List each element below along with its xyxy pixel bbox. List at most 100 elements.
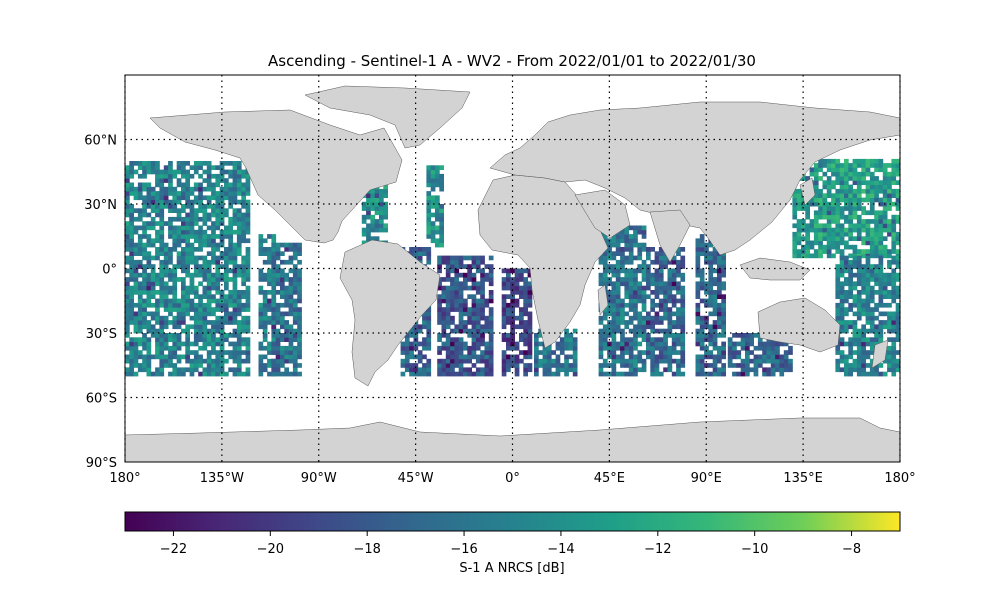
nrcs-cell [129,337,135,342]
nrcs-cell [137,242,143,248]
nrcs-cell [624,255,630,261]
longitude-label: 90°W [301,471,337,486]
nrcs-cell [891,227,897,233]
nrcs-cell [680,315,686,321]
nrcs-cell [865,219,871,224]
nrcs-cell [236,345,242,351]
nrcs-cell [721,367,727,373]
nrcs-cell [189,350,195,355]
nrcs-cell [826,231,832,237]
nrcs-cell [400,371,406,377]
nrcs-cell [292,264,298,269]
nrcs-cell [142,208,147,213]
nrcs-cell [155,191,160,196]
nrcs-cell [835,244,841,250]
longitude-label: 45°E [594,471,625,486]
nrcs-cell [426,199,432,205]
nrcs-cell [628,315,634,321]
map-area[interactable] [124,74,901,463]
nrcs-cell [245,251,251,256]
nrcs-cell [637,242,643,248]
nrcs-cell [450,281,455,287]
nrcs-cell [168,216,173,222]
nrcs-cell [245,208,251,213]
nrcs-cell [878,333,884,338]
nrcs-cell [426,333,432,338]
longitude-label: 0° [505,471,520,486]
nrcs-cell [133,247,139,252]
nrcs-cell [637,341,643,347]
nrcs-cell [463,371,468,377]
nrcs-cell [228,161,234,166]
nrcs-cell [172,268,178,274]
nrcs-cell [236,186,242,192]
nrcs-cell [844,294,849,299]
nrcs-cell [484,302,490,308]
nrcs-cell [437,259,442,265]
nrcs-cell [142,195,147,201]
nrcs-cell [865,268,871,274]
nrcs-cell [404,345,410,351]
nrcs-cell [818,244,823,250]
nrcs-cell [891,201,897,207]
nrcs-cell [245,345,251,351]
nrcs-cell [721,345,727,351]
nrcs-cell [163,281,169,287]
nrcs-cell [822,171,828,177]
nrcs-cell [523,294,529,299]
nrcs-cell [695,281,701,287]
nrcs-cell [159,285,165,291]
nrcs-cell [856,223,862,229]
nrcs-cell [193,333,199,338]
nrcs-cell [245,259,251,265]
nrcs-cell [133,268,139,274]
nrcs-cell [538,333,544,338]
nrcs-cell [878,231,884,237]
nrcs-cell [189,225,195,231]
nrcs-cell [506,285,511,291]
nrcs-cell [193,195,199,201]
nrcs-cell [125,320,130,325]
nrcs-cell [435,195,440,201]
nrcs-cell [379,206,384,211]
nrcs-cell [245,307,251,312]
nrcs-cell [615,277,621,282]
nrcs-cell [163,191,169,196]
nrcs-cell [831,227,836,233]
nrcs-cell [137,281,143,287]
nrcs-cell [155,247,160,252]
nrcs-cell [882,180,888,185]
nrcs-cell [818,201,823,207]
nrcs-cell [501,285,507,291]
nrcs-cell [740,341,746,347]
nrcs-cell [241,191,247,196]
nrcs-cell [721,259,727,265]
nrcs-cell [895,236,901,241]
nrcs-cell [501,358,507,364]
nrcs-cell [430,212,436,218]
nrcs-cell [615,290,621,295]
nrcs-cell [611,285,617,291]
nrcs-cell [844,363,849,368]
nrcs-cell [839,227,845,233]
nrcs-cell [150,169,156,175]
nrcs-cell [650,371,656,377]
nrcs-cell [607,264,612,269]
nrcs-cell [280,290,285,295]
nrcs-cell [426,178,432,183]
nrcs-cell [409,371,414,377]
nrcs-cell [125,371,130,377]
nrcs-cell [370,206,376,211]
nrcs-cell [189,242,195,248]
nrcs-cell [241,281,247,287]
nrcs-cell [422,315,427,321]
nrcs-cell [159,281,165,287]
nrcs-cell [628,320,634,325]
nrcs-cell [891,311,897,317]
nrcs-cell [856,188,862,194]
nrcs-cell [620,259,625,265]
nrcs-cell [155,238,160,244]
nrcs-cell [826,244,832,250]
nrcs-cell [641,320,647,325]
nrcs-cell [288,328,294,334]
